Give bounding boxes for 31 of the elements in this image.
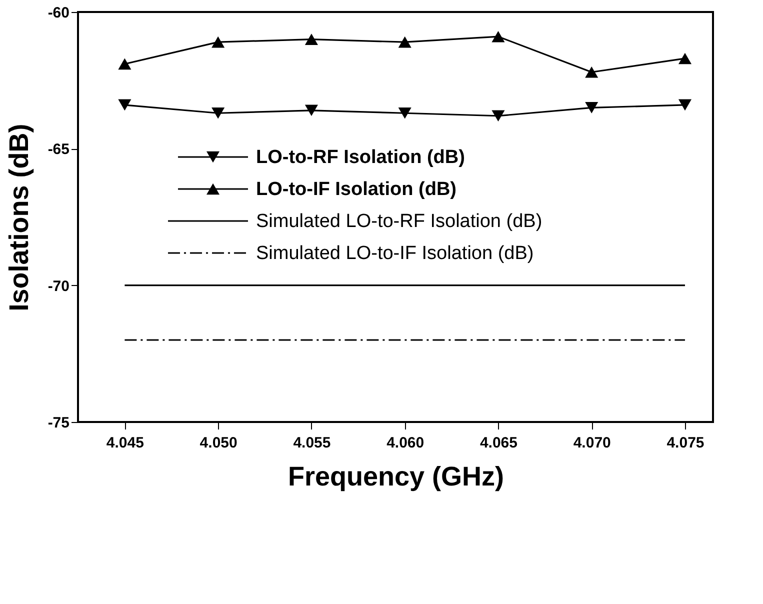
- point: [304, 34, 318, 45]
- point: [492, 30, 505, 42]
- legend-label: Simulated LO-to-RF Isolation (dB): [256, 211, 542, 232]
- point: [212, 107, 225, 119]
- point: [118, 99, 132, 111]
- point: [212, 36, 225, 48]
- point: [398, 107, 412, 119]
- point: [304, 104, 318, 116]
- x-tick-label: 4.060: [386, 434, 424, 452]
- legend-label: Simulated LO-to-IF Isolation (dB): [256, 243, 534, 264]
- y-tick-label: -65: [48, 141, 70, 158]
- point: [492, 110, 505, 122]
- legend-label: LO-to-IF Isolation (dB): [256, 179, 457, 200]
- point: [398, 36, 412, 48]
- y-axis-title: Isolations (dB): [4, 124, 34, 312]
- y-tick-label: -75: [48, 414, 70, 432]
- x-tick-label: 4.070: [573, 434, 611, 452]
- y-tick-label: -60: [48, 4, 70, 22]
- y-tick-label: -70: [48, 278, 70, 295]
- x-tick-label: 4.075: [666, 434, 704, 452]
- point: [678, 99, 692, 111]
- x-tick-label: 4.065: [480, 434, 518, 452]
- x-tick-label: 4.045: [106, 434, 144, 452]
- x-tick-label: 4.050: [200, 434, 238, 452]
- point: [118, 58, 132, 70]
- point: [585, 66, 598, 78]
- point: [678, 52, 692, 64]
- point: [585, 102, 598, 114]
- x-tick-label: 4.055: [293, 434, 331, 452]
- legend-label: LO-to-RF Isolation (dB): [256, 147, 465, 168]
- x-axis-title: Frequency (GHz): [288, 462, 504, 492]
